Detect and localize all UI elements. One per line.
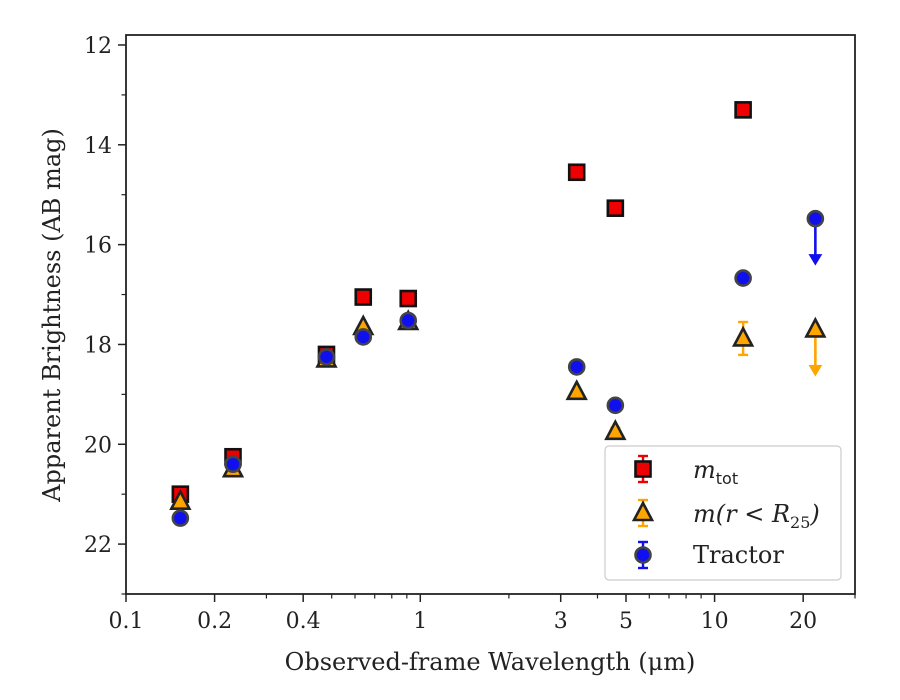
- data-point-circle: [171, 509, 190, 527]
- y-axis-label: Apparent Brightness (AB mag): [38, 128, 66, 503]
- y-tick-label: 20: [84, 433, 112, 458]
- y-tick-label: 16: [84, 234, 112, 259]
- data-point-circle: [224, 455, 242, 474]
- data-point-circle: [399, 311, 418, 330]
- y-tick-label: 22: [84, 533, 112, 558]
- data-point-square: [734, 101, 752, 119]
- x-tick-label: 0.4: [286, 609, 321, 634]
- legend-marker-circle: [634, 546, 652, 564]
- x-tick-label: 20: [789, 609, 817, 634]
- data-point-circle: [606, 396, 625, 415]
- legend: mtot m(r < R25) Tractor: [604, 445, 842, 581]
- data-point-circle: [567, 358, 586, 376]
- legend-box: [604, 445, 842, 581]
- upper-limit-marker: [804, 316, 827, 338]
- x-tick-label: 5: [619, 609, 633, 634]
- x-tick-label: 3: [554, 609, 568, 634]
- data-point-circle: [734, 269, 752, 287]
- y-tick-label: 12: [84, 34, 112, 59]
- legend-entry-mr25: m(r < R25): [693, 500, 820, 532]
- data-point-triangle: [565, 379, 588, 401]
- y-tick-label: 14: [84, 134, 112, 159]
- x-axis-label: Observed-frame Wavelength (μm): [285, 648, 696, 676]
- data-point-square: [567, 163, 586, 182]
- data-point-square: [354, 288, 373, 306]
- data-point-triangle: [604, 419, 627, 441]
- x-tick-label: 0.2: [197, 609, 232, 634]
- x-tick-label: 0.1: [109, 609, 144, 634]
- data-point-circle: [354, 328, 373, 346]
- x-tick-label: 10: [701, 609, 729, 634]
- legend-marker-triangle: [631, 500, 655, 522]
- legend-entry-tractor: Tractor: [693, 541, 784, 569]
- legend-entry-mtot: mtot: [693, 456, 738, 488]
- y-tick-label: 18: [84, 333, 112, 358]
- plot-frame: [125, 34, 856, 595]
- upper-limit-marker: [806, 209, 825, 228]
- data-point-square: [399, 289, 418, 308]
- legend-marker-square: [634, 460, 652, 478]
- x-tick-label: 1: [413, 609, 427, 634]
- data-point-square: [606, 199, 625, 217]
- data-point-circle: [317, 348, 336, 366]
- data-point-triangle: [731, 325, 755, 347]
- data-point-triangle: [169, 488, 192, 510]
